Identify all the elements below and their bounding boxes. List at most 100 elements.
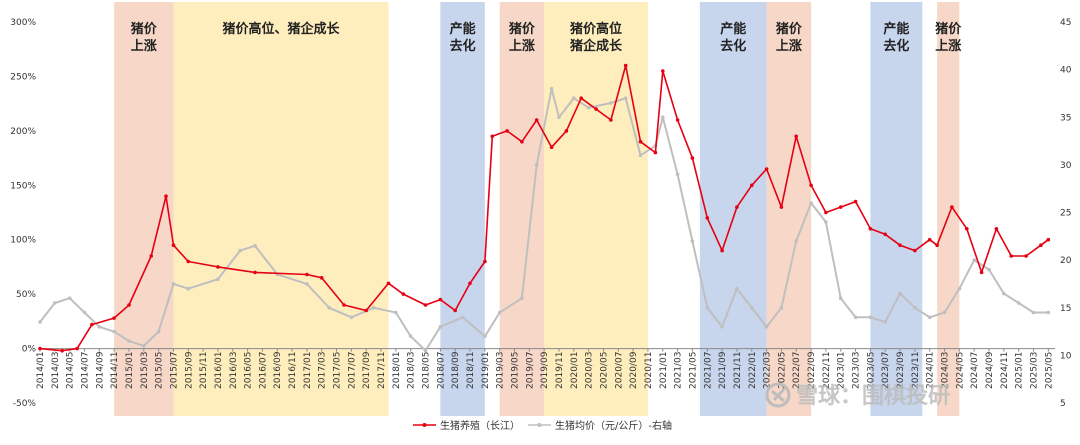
data-point-series-0: [1046, 237, 1051, 242]
phase-band-label-2-1: 去化: [450, 38, 476, 54]
y2-tick-label: 30: [1060, 161, 1072, 171]
data-point-series-0: [675, 118, 680, 122]
x-tick-label: 2020/11: [644, 352, 654, 389]
data-point-series-0: [653, 150, 658, 155]
x-tick-label: 2018/07: [436, 352, 446, 389]
y-tick-label: -50%: [13, 399, 37, 409]
x-tick-label: 2024/07: [970, 352, 980, 389]
y-tick-label: 0%: [22, 345, 37, 355]
data-point-series-1: [586, 105, 591, 110]
data-point-series-1: [53, 301, 57, 305]
bands-layer: [114, 2, 960, 416]
x-tick-label: 2024/05: [955, 352, 965, 389]
data-point-series-1: [497, 310, 502, 315]
data-point-series-1: [764, 325, 769, 329]
x-tick-label: 2022/11: [822, 352, 832, 389]
x-tick-label: 2020/05: [599, 352, 609, 389]
data-point-series-1: [675, 172, 680, 177]
phase-band-7: [870, 2, 923, 416]
x-tick-label: 2018/05: [422, 352, 432, 389]
data-point-series-1: [82, 310, 87, 315]
data-point-series-0: [386, 281, 391, 286]
x-tick-label: 2015/09: [184, 351, 194, 389]
data-point-series-1: [853, 315, 858, 320]
data-point-series-0: [779, 205, 784, 209]
data-point-series-0: [1039, 243, 1043, 247]
y2-tick-label: 45: [1060, 18, 1071, 28]
data-point-series-1: [67, 296, 72, 301]
watermark-text: 雪球：围棋投研: [796, 383, 950, 409]
data-point-series-1: [661, 115, 665, 120]
x-tick-label: 2016/09: [273, 351, 283, 389]
data-point-series-0: [838, 205, 843, 209]
data-point-series-1: [927, 315, 932, 320]
data-point-series-1: [127, 339, 131, 343]
data-point-series-1: [483, 334, 487, 339]
data-point-series-1: [1016, 301, 1021, 305]
series-layer: [38, 63, 1051, 353]
y-tick-label: 50%: [16, 290, 36, 300]
data-point-series-0: [661, 69, 665, 73]
data-point-series-0: [520, 139, 524, 144]
data-point-series-1: [549, 86, 554, 91]
phase-band-label-0-1: 上涨: [131, 39, 157, 54]
x-tick-label: 2015/07: [169, 352, 179, 389]
data-point-series-0: [927, 237, 932, 242]
x-tick-label: 2016/11: [288, 352, 298, 389]
data-point-series-0: [853, 199, 858, 204]
phase-band-label-4-1: 猪企成长: [569, 38, 623, 54]
x-tick-label: 2022/05: [777, 352, 787, 389]
x-tick-label: 2022/09: [807, 351, 817, 389]
phase-band-5: [699, 2, 767, 416]
data-point-series-1: [957, 286, 962, 291]
data-point-series-1: [572, 96, 576, 100]
x-tick-label: 2018/03: [407, 352, 417, 389]
data-point-series-1: [638, 153, 643, 158]
data-point-series-1: [186, 286, 191, 291]
data-point-series-0: [171, 243, 176, 247]
phase-band-label-6-0: 猪价: [775, 21, 803, 37]
x-tick-label: 2014/11: [110, 352, 120, 389]
legend: 生猪养殖（长江） 生猪均价（元/公斤）-右轴: [413, 419, 672, 432]
legend-label-hog-price: 生猪均价（元/公斤）-右轴: [555, 419, 672, 432]
data-point-series-1: [898, 291, 902, 296]
data-point-series-0: [342, 303, 346, 307]
data-point-series-0: [423, 303, 428, 307]
data-point-series-0: [401, 292, 406, 296]
data-point-series-0: [127, 303, 131, 307]
data-point-series-1: [690, 239, 695, 243]
data-point-series-0: [453, 308, 458, 313]
x-tick-label: 2023/01: [837, 352, 847, 389]
x-tick-label: 2015/01: [125, 352, 135, 389]
x-tick-label: 2020/07: [614, 352, 624, 389]
x-tick-label: 2017/03: [318, 352, 328, 389]
phase-band-label-8-0: 猪价: [934, 21, 962, 37]
x-tick-label: 2016/01: [214, 352, 224, 389]
x-tick-label: 2022/07: [792, 352, 802, 389]
data-point-series-0: [468, 281, 472, 286]
data-point-series-0: [898, 243, 902, 247]
data-point-series-1: [750, 306, 754, 310]
data-point-series-1: [371, 306, 376, 310]
data-point-series-0: [868, 227, 873, 231]
data-point-series-0: [38, 346, 42, 351]
data-point-series-1: [838, 296, 843, 301]
x-tick-label: 2020/01: [570, 352, 580, 389]
data-point-series-1: [1031, 310, 1036, 315]
phase-band-4: [544, 2, 648, 416]
x-tick-label: 2020/03: [585, 352, 595, 389]
x-tick-label: 2019/07: [525, 352, 535, 389]
data-point-series-1: [253, 244, 257, 248]
x-tick-label: 2016/07: [258, 352, 268, 389]
data-point-series-1: [156, 329, 161, 334]
data-point-series-0: [90, 322, 94, 327]
legend-marker-hog-price: [537, 423, 542, 427]
data-point-series-0: [824, 210, 828, 215]
phase-band-label-6-1: 上涨: [776, 39, 802, 54]
data-point-series-1: [438, 325, 443, 329]
data-point-series-1: [38, 320, 42, 324]
data-point-series-0: [935, 243, 939, 247]
axes-layer: 300% 250% 200% 150% 100% 50% 0% -50% 45 40 35 30 25 2…: [10, 18, 1071, 409]
